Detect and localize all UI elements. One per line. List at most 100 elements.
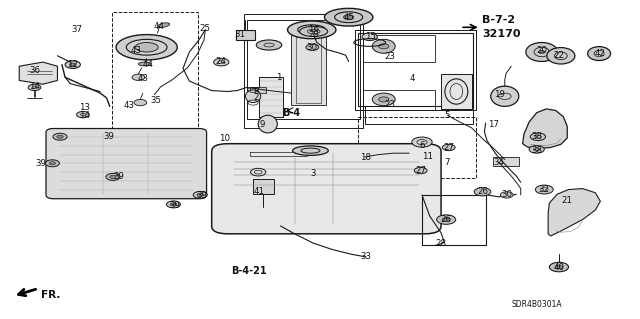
Text: 43: 43 [124,100,134,110]
Text: 23: 23 [385,100,396,109]
Circle shape [250,168,266,176]
Text: 15: 15 [365,32,376,41]
Polygon shape [548,189,600,236]
Text: 3: 3 [311,169,316,178]
Text: 22: 22 [554,51,564,60]
Bar [363,90,435,109]
Text: 18: 18 [360,153,371,162]
Text: 38: 38 [531,132,542,141]
Polygon shape [19,62,58,84]
Circle shape [45,160,60,167]
FancyBboxPatch shape [212,144,441,234]
Bar [253,179,274,194]
Circle shape [28,84,41,91]
Circle shape [132,74,145,80]
Ellipse shape [158,23,170,27]
Text: 5: 5 [445,111,450,120]
Circle shape [109,175,116,178]
Ellipse shape [372,93,395,106]
Ellipse shape [256,40,282,50]
Text: 20: 20 [536,46,547,55]
Bar [259,77,283,117]
Text: 32: 32 [539,185,550,194]
Ellipse shape [287,21,336,39]
Circle shape [414,167,427,174]
Circle shape [536,185,553,194]
Circle shape [134,100,147,106]
Text: 14: 14 [29,82,40,91]
Ellipse shape [372,39,395,53]
Bar [493,157,519,167]
Ellipse shape [246,90,260,103]
Text: 32170: 32170 [483,29,521,39]
Circle shape [442,144,455,151]
Text: B-4-21: B-4-21 [231,266,266,276]
Text: 27: 27 [444,143,454,152]
Text: 13: 13 [79,103,90,112]
Bar [250,87,266,93]
Ellipse shape [135,42,158,52]
Text: 11: 11 [422,152,433,161]
Circle shape [549,262,568,272]
Text: 17: 17 [488,120,499,129]
Circle shape [500,192,513,198]
Text: 16: 16 [308,25,319,34]
Circle shape [65,61,81,69]
Bar [296,37,321,103]
Bar [244,14,364,128]
Text: 42: 42 [595,49,606,58]
Text: 30: 30 [307,43,318,52]
Bar [441,74,472,109]
Ellipse shape [258,115,277,133]
Text: 23: 23 [385,52,396,61]
Bar [247,20,360,119]
Text: 43: 43 [138,74,148,83]
Circle shape [531,133,545,141]
Polygon shape [523,109,567,148]
Circle shape [436,215,456,224]
Text: 39: 39 [103,132,114,141]
Circle shape [57,135,63,138]
Bar [291,34,326,105]
Text: 8: 8 [253,87,259,96]
Bar [365,106,473,124]
Text: 24: 24 [216,57,227,66]
Circle shape [362,33,378,41]
Bar [236,30,255,40]
Ellipse shape [588,47,611,61]
Text: 39: 39 [35,159,46,168]
Circle shape [77,111,90,118]
Circle shape [529,145,544,153]
Text: 29: 29 [308,30,319,39]
Bar [358,33,473,106]
Circle shape [474,188,491,196]
Text: 40: 40 [554,263,564,272]
Text: 39: 39 [169,201,180,210]
Circle shape [379,97,389,102]
Text: 2: 2 [253,93,259,102]
Text: 28: 28 [436,239,447,248]
Text: 1: 1 [276,73,282,82]
Circle shape [379,44,389,49]
FancyBboxPatch shape [46,129,207,199]
Text: 38: 38 [531,145,542,154]
Text: 6: 6 [419,141,425,150]
Circle shape [70,63,76,66]
Circle shape [197,193,204,197]
Ellipse shape [305,28,318,32]
Ellipse shape [300,26,328,36]
Text: 33: 33 [360,252,371,261]
Text: B-7-2: B-7-2 [483,15,516,26]
Bar [422,195,486,245]
Text: 37: 37 [71,25,82,34]
Circle shape [306,44,319,50]
Text: 35: 35 [150,96,161,105]
Bar [363,34,435,62]
Text: 36: 36 [29,66,40,75]
Ellipse shape [324,8,373,26]
Ellipse shape [116,34,177,60]
Text: 12: 12 [67,60,78,69]
Circle shape [170,203,177,206]
Text: 25: 25 [200,24,211,33]
Bar [422,195,486,245]
